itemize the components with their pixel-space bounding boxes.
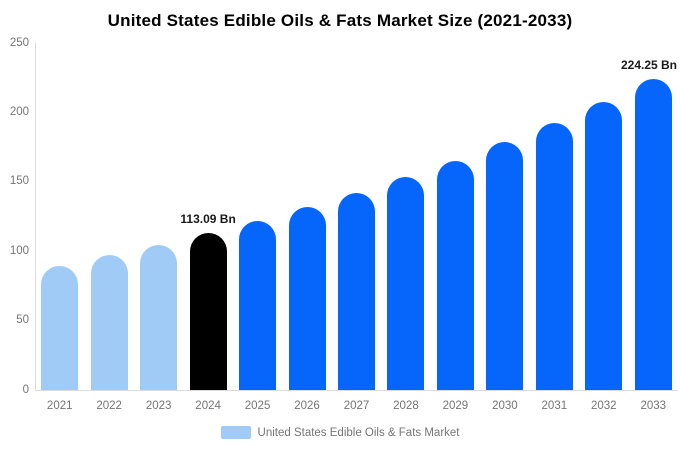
bar-2028[interactable] (387, 177, 425, 390)
bar-2030[interactable] (486, 142, 524, 390)
x-axis-tick-label: 2028 (393, 400, 419, 412)
bar-value-label: 224.25 Bn (620, 57, 678, 72)
x-axis-tick-label: 2031 (541, 400, 568, 412)
x-axis-tick-label: 2021 (46, 400, 73, 412)
bar-2031[interactable] (535, 122, 573, 390)
x-axis-tick-label: 2026 (294, 400, 320, 412)
legend-swatch (220, 426, 251, 439)
x-axis-tick-label: 2033 (640, 400, 667, 412)
bar-value-label: 113.09 Bn (180, 212, 236, 227)
x-axis-tick-label: 2022 (96, 400, 122, 412)
x-axis-tick-label: 2029 (442, 400, 469, 412)
bar-2022[interactable] (90, 255, 128, 390)
bar-2023[interactable] (140, 244, 178, 390)
x-axis-line (35, 390, 678, 391)
y-axis-tick-label: 50 (16, 314, 29, 327)
bar-2033[interactable] (634, 78, 672, 390)
bar-2026[interactable] (288, 207, 326, 390)
y-axis-tick-label: 150 (9, 175, 29, 188)
x-axis-tick-label: 2030 (492, 400, 518, 412)
y-axis-tick-label: 100 (9, 244, 29, 257)
x-axis-tick-label: 2023 (145, 400, 172, 412)
y-axis-tick-label: 250 (9, 36, 29, 49)
bar-2027[interactable] (338, 192, 375, 390)
chart-title: United States Edible Oils & Fats Market … (107, 11, 573, 30)
bar-2021[interactable] (41, 265, 79, 390)
bar-2029[interactable] (436, 160, 474, 390)
legend-label: United States Edible Oils & Fats Market (257, 426, 460, 439)
x-axis-tick-label: 2024 (195, 400, 221, 412)
x-axis-tick-label: 2032 (590, 400, 617, 412)
y-axis-line (35, 43, 36, 390)
bar-2032[interactable] (585, 101, 623, 390)
y-axis-tick-label: 200 (9, 105, 29, 118)
legend-item[interactable]: United States Edible Oils & Fats Market (0, 426, 680, 439)
bar-2024[interactable] (189, 233, 227, 390)
y-axis-tick-label: 0 (22, 383, 29, 396)
x-axis-tick-label: 2025 (244, 400, 271, 412)
bar-2025[interactable] (239, 220, 277, 390)
x-axis-tick-label: 2027 (343, 400, 370, 412)
